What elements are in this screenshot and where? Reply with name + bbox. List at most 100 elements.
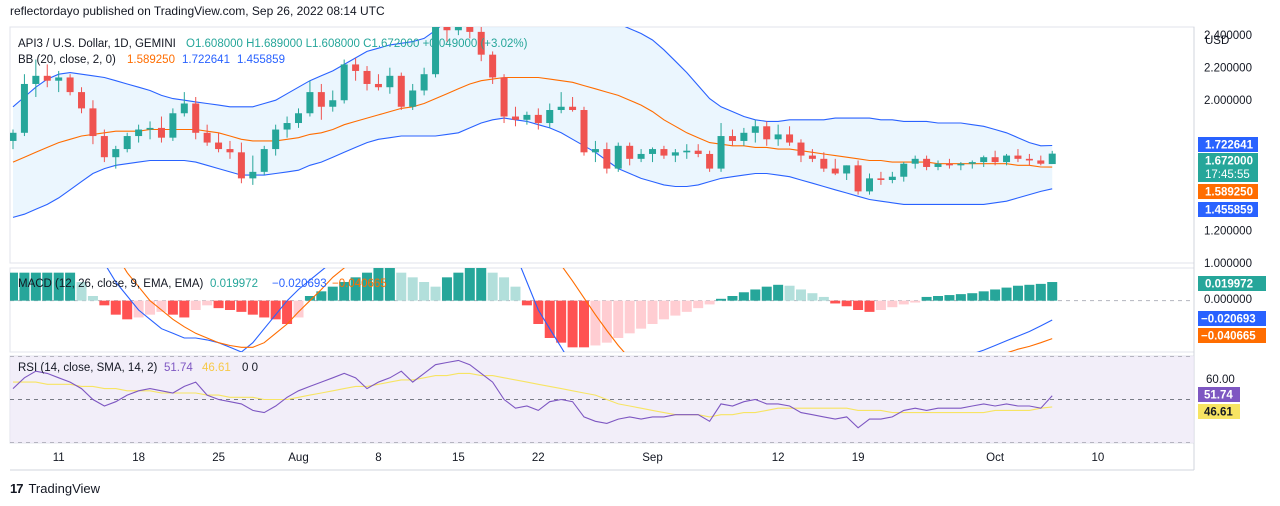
macd-histogram-bar	[556, 300, 567, 343]
macd-histogram-bar	[53, 272, 64, 301]
price-pane[interactable]	[10, 3, 1056, 218]
candle-body	[1037, 160, 1045, 164]
candle	[603, 142, 611, 174]
candle	[10, 129, 17, 150]
candlesticks	[10, 27, 1056, 195]
candle	[432, 27, 440, 78]
macd-histogram-bar	[441, 277, 452, 301]
macd-histogram-bar	[10, 272, 18, 301]
macd-histogram-bar	[795, 289, 806, 301]
price-tick-label: 2.000000	[1204, 95, 1252, 107]
candle-body	[169, 113, 177, 138]
candle-body	[374, 83, 382, 88]
rsi-legend-extra: 0 0	[242, 362, 258, 374]
macd-histogram-bar	[887, 300, 898, 308]
macd-histogram-bar	[521, 300, 532, 306]
macd-histogram-bar	[1047, 282, 1058, 301]
candle-body	[432, 27, 440, 75]
candle-body	[500, 77, 508, 117]
candle	[1048, 150, 1056, 165]
macd-histogram-bar	[247, 300, 258, 315]
candle	[569, 96, 577, 112]
macd-histogram-bar	[853, 300, 864, 310]
candle-body	[774, 134, 782, 140]
candle	[797, 139, 805, 163]
macd-histogram-bar	[65, 272, 76, 301]
candle-body	[135, 129, 143, 137]
candle-body	[1003, 155, 1011, 163]
candle	[203, 124, 211, 146]
candle-body	[511, 116, 519, 120]
candle	[1037, 155, 1045, 166]
rsi-pane[interactable]	[10, 356, 1194, 443]
candle-body	[569, 106, 577, 111]
candle-body	[968, 162, 976, 164]
candle	[591, 140, 599, 163]
currency-label: USD	[1205, 35, 1229, 47]
macd-histogram-bar	[1024, 284, 1035, 301]
candle-body	[100, 136, 108, 158]
candle	[751, 119, 759, 143]
candle-body	[386, 75, 394, 88]
candle	[443, 27, 451, 42]
macd-histogram-bar	[818, 296, 829, 301]
macd-histogram-bar	[681, 300, 692, 312]
candle	[66, 74, 74, 96]
macd-histogram-bar	[190, 300, 201, 310]
macd-histogram-bar	[841, 300, 852, 307]
macd-histogram-bar	[807, 293, 818, 301]
candle	[614, 142, 622, 172]
time-tick-label: 11	[53, 452, 65, 464]
candle	[100, 129, 108, 163]
candle	[923, 155, 931, 171]
macd-pane[interactable]	[8, 114, 1194, 422]
candle-body	[192, 103, 200, 133]
candle	[420, 67, 428, 96]
macd-histogram-bar	[316, 291, 327, 301]
candle-body	[831, 168, 839, 174]
rsi-legend-value: 51.74	[164, 362, 193, 374]
candle	[135, 124, 143, 143]
candle	[706, 150, 714, 172]
macd-histogram-bar	[396, 272, 407, 301]
candle-body	[55, 77, 63, 81]
candle	[671, 149, 679, 163]
macd-histogram-bar	[967, 293, 978, 301]
candle-body	[637, 153, 645, 159]
label-rsi: 51.74	[1204, 390, 1233, 402]
candle	[511, 106, 519, 127]
candle	[774, 124, 782, 146]
candle	[866, 173, 873, 195]
label-close: 1.672000	[1205, 156, 1253, 168]
macd-histogram-bar	[282, 300, 293, 324]
time-tick-label: 19	[852, 452, 865, 464]
macd-histogram-bar	[510, 286, 521, 301]
bb-lower-line	[12, 117, 1053, 218]
candle	[843, 165, 851, 180]
rsi-ma-line	[13, 372, 1053, 418]
candle	[660, 145, 668, 159]
macd-histogram-bar	[955, 294, 966, 301]
candle-body	[923, 158, 931, 167]
candle	[283, 116, 291, 138]
candle-body	[1014, 155, 1022, 159]
macd-histogram-bar	[544, 300, 555, 338]
rsi-tick-60: 60.00	[1206, 374, 1235, 386]
macd-histogram-bar	[727, 296, 738, 301]
candle-body	[877, 178, 885, 180]
candle-body	[591, 149, 599, 153]
candle	[980, 155, 988, 167]
candle-body	[340, 64, 348, 101]
candle-body	[888, 176, 896, 180]
macd-histogram-bar	[304, 296, 315, 301]
macd-histogram-bar	[202, 300, 213, 306]
time-axis[interactable]: 11 18 25 Aug 8 15 22 Sep 12 19 Oct 10	[53, 452, 1105, 464]
candle	[683, 144, 691, 159]
rsi-lines	[12, 359, 1053, 429]
macd-histogram-bar	[761, 286, 772, 301]
candle-body	[649, 149, 657, 154]
candle-body	[808, 155, 816, 159]
tradingview-logo[interactable]: 17 TradingView	[10, 481, 100, 496]
macd-histogram-bar	[259, 300, 270, 318]
